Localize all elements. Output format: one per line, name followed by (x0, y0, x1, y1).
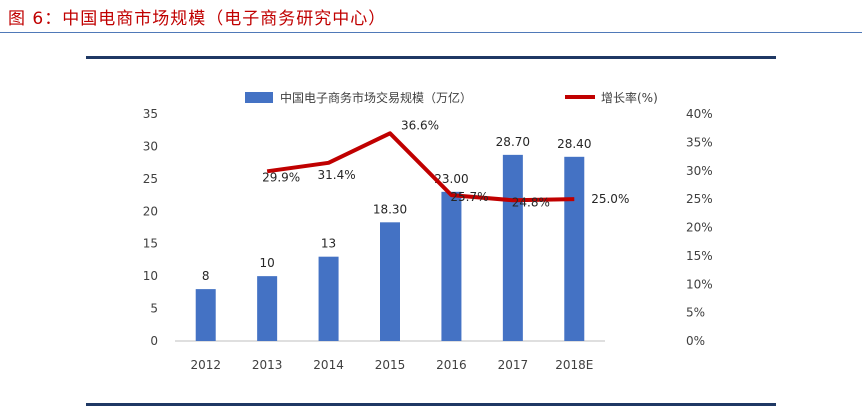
x-axis-tick-label: 2014 (313, 358, 344, 372)
chart-legend: 中国电子商务市场交易规模（万亿） 增长率(%) (245, 90, 658, 105)
caption-divider (0, 32, 862, 33)
line-data-label: 25.7% (450, 190, 488, 204)
bar-data-label: 13 (321, 237, 336, 251)
x-axis-tick-label: 2012 (190, 358, 221, 372)
figure-caption: 图 6：中国电商市场规模（电子商务研究中心） (8, 9, 387, 29)
bar-data-label: 18.30 (373, 202, 407, 216)
right-axis-tick-label: 15% (686, 249, 713, 263)
bar (318, 256, 339, 341)
bar-data-label: 28.70 (496, 135, 530, 149)
left-axis-tick-label: 30 (143, 139, 158, 153)
bar (502, 154, 523, 341)
left-axis-tick-label: 0 (150, 334, 158, 348)
line-data-label: 25.0% (591, 192, 629, 206)
bar-series (195, 154, 585, 341)
bar (380, 222, 400, 341)
bar-data-label: 23.00 (434, 172, 468, 186)
bar-data-label: 8 (202, 269, 210, 283)
bar (564, 156, 585, 341)
right-axis-tick-label: 35% (686, 135, 713, 149)
right-axis-tick-label: 5% (686, 306, 705, 320)
bar (257, 276, 278, 341)
left-axis-tick-label: 15 (143, 237, 158, 251)
line-data-label: 29.9% (262, 170, 300, 184)
right-axis-ticks: 0% 5% 10% 15% 20% 25% 30% 35% 40% (686, 107, 713, 348)
bar (441, 191, 462, 341)
right-axis-tick-label: 0% (686, 334, 705, 348)
x-axis-tick-label: 2018E (555, 358, 593, 372)
bar-data-labels: 8 10 13 18.30 23.00 28.70 28.40 (202, 135, 592, 283)
left-axis-tick-label: 5 (150, 302, 158, 316)
x-axis-tick-label: 2015 (375, 358, 406, 372)
right-axis-tick-label: 30% (686, 164, 713, 178)
chart-frame-bottom-rule (86, 403, 776, 406)
x-axis-tick-label: 2013 (252, 358, 283, 372)
growth-line (266, 131, 575, 203)
x-axis-tick-label: 2016 (436, 358, 467, 372)
legend-line-label: 增长率(%) (601, 90, 658, 105)
bar-data-label: 28.40 (557, 137, 591, 151)
line-data-labels: 29.9% 31.4% 36.6% 25.7% 24.8% 25.0% (262, 118, 629, 209)
line-data-label: 24.8% (512, 195, 550, 209)
left-axis-ticks: 0 5 10 15 20 25 30 35 (143, 107, 158, 348)
left-axis-tick-label: 25 (143, 172, 158, 186)
right-axis-tick-label: 20% (686, 221, 713, 235)
legend-bar-swatch (245, 92, 273, 103)
bar-data-label: 10 (260, 256, 275, 270)
line-data-label: 31.4% (318, 168, 356, 182)
bar (195, 289, 216, 341)
right-axis-tick-label: 10% (686, 277, 713, 291)
line-data-label: 36.6% (401, 118, 439, 132)
left-axis-tick-label: 20 (143, 204, 158, 218)
left-axis-tick-label: 10 (143, 269, 158, 283)
right-axis-tick-label: 40% (686, 107, 713, 121)
x-axis: 2012 2013 2014 2015 2016 2017 2018E (175, 340, 605, 372)
left-axis-tick-label: 35 (143, 107, 158, 121)
legend-bar-label: 中国电子商务市场交易规模（万亿） (280, 90, 472, 105)
x-axis-tick-label: 2017 (498, 358, 529, 372)
right-axis-tick-label: 25% (686, 192, 713, 206)
chart-frame-top-rule (86, 56, 776, 59)
growth-line-series (266, 131, 575, 203)
